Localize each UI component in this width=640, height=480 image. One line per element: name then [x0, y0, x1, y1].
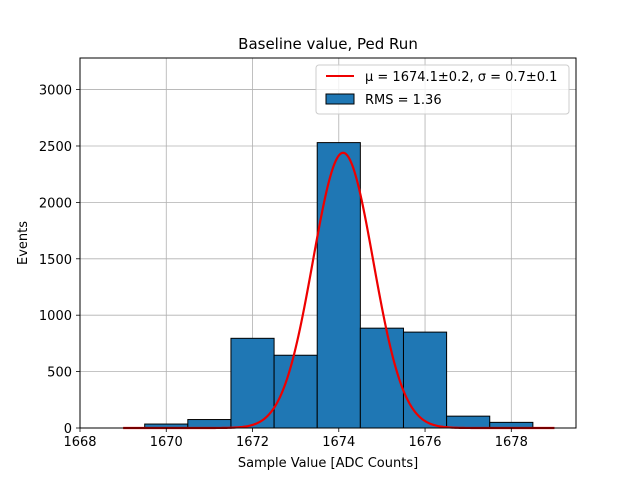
y-axis-ticks: 0 500 1000 1500 2000 2500 3000 — [39, 84, 80, 437]
y-tick-label: 3000 — [39, 84, 72, 99]
histogram-bar — [359, 327, 404, 429]
y-tick-label: 0 — [64, 422, 72, 437]
x-tick-label: 1668 — [63, 435, 96, 450]
legend-hist-swatch — [325, 93, 355, 105]
chart-title: Baseline value, Ped Run — [238, 35, 418, 53]
x-axis-label: Sample Value [ADC Counts] — [238, 456, 418, 471]
histogram-bar — [273, 354, 318, 429]
legend-fit-label: μ = 1674.1±0.2, σ = 0.7±0.1 — [365, 70, 557, 85]
histogram-bar — [402, 331, 448, 429]
histogram-bars — [144, 142, 534, 429]
x-tick-label: 1678 — [495, 435, 528, 450]
y-tick-label: 1500 — [39, 253, 72, 268]
y-tick-label: 2500 — [39, 140, 72, 155]
y-axis-label: Events — [16, 221, 31, 265]
legend-hist-label: RMS = 1.36 — [365, 93, 442, 108]
x-tick-label: 1672 — [236, 435, 269, 450]
x-axis-ticks: 1668 1670 1672 1674 1676 1678 — [63, 428, 528, 450]
x-tick-label: 1676 — [408, 435, 441, 450]
x-tick-label: 1670 — [150, 435, 183, 450]
histogram-bar — [446, 415, 491, 429]
y-tick-label: 1000 — [39, 309, 72, 324]
plot-frame — [79, 57, 577, 429]
y-tick-label: 500 — [47, 366, 72, 381]
x-tick-label: 1674 — [322, 435, 355, 450]
legend: μ = 1674.1±0.2, σ = 0.7±0.1 RMS = 1.36 — [315, 64, 570, 115]
histogram-bar — [187, 419, 232, 429]
legend-box — [315, 64, 570, 115]
histogram-bar — [316, 142, 361, 429]
y-tick-label: 2000 — [39, 196, 72, 211]
